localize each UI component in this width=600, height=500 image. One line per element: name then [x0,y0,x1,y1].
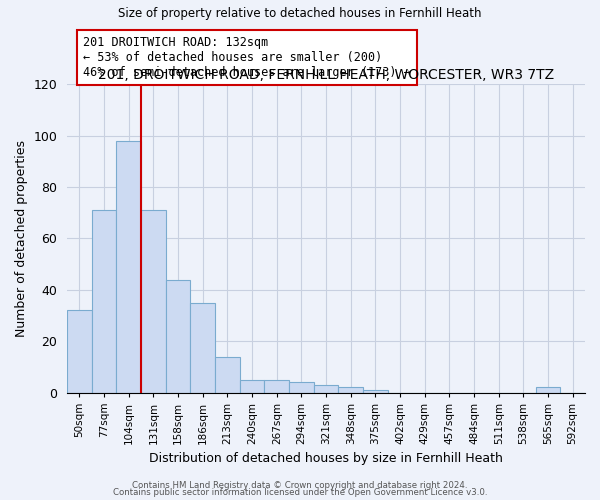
Text: Contains HM Land Registry data © Crown copyright and database right 2024.: Contains HM Land Registry data © Crown c… [132,480,468,490]
Bar [92,210,116,392]
Text: Contains public sector information licensed under the Open Government Licence v3: Contains public sector information licen… [113,488,487,497]
Bar [190,302,215,392]
Bar [240,380,265,392]
Bar [215,356,240,392]
X-axis label: Distribution of detached houses by size in Fernhill Heath: Distribution of detached houses by size … [149,452,503,465]
Text: Size of property relative to detached houses in Fernhill Heath: Size of property relative to detached ho… [118,8,482,20]
Bar [536,388,560,392]
Title: 201, DROITWICH ROAD, FERNHILL HEATH, WORCESTER, WR3 7TZ: 201, DROITWICH ROAD, FERNHILL HEATH, WOR… [98,68,554,82]
Bar [338,388,363,392]
Bar [116,141,141,393]
Bar [289,382,314,392]
Text: 201 DROITWICH ROAD: 132sqm
← 53% of detached houses are smaller (200)
46% of sem: 201 DROITWICH ROAD: 132sqm ← 53% of deta… [83,36,411,80]
Bar [363,390,388,392]
Bar [67,310,92,392]
Bar [141,210,166,392]
Bar [265,380,289,392]
Bar [314,385,338,392]
Bar [166,280,190,392]
Y-axis label: Number of detached properties: Number of detached properties [15,140,28,337]
